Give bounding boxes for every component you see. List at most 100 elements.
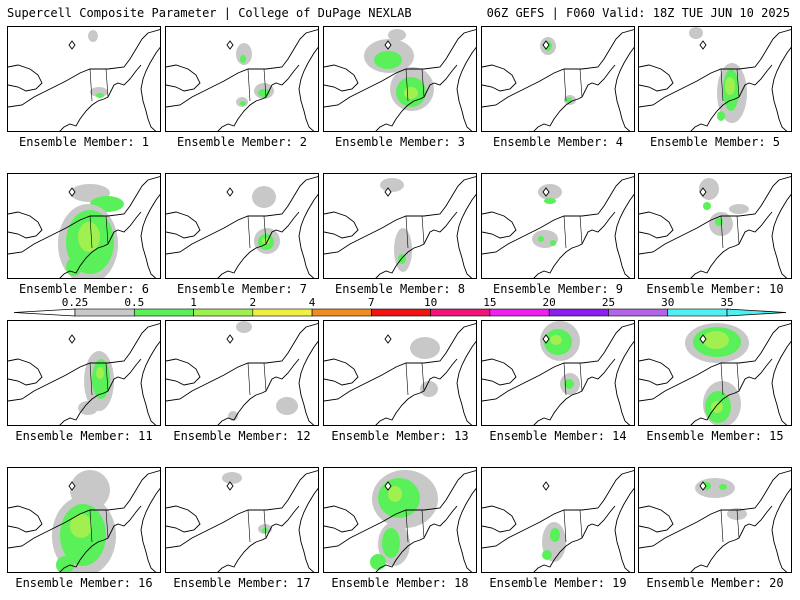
- scp-contour-low: [252, 186, 276, 208]
- colorbar-segment: [193, 308, 254, 317]
- state-line: [405, 215, 425, 249]
- colorbar-segment: [430, 308, 491, 317]
- coastline: [614, 46, 634, 131]
- map-canvas: [8, 29, 160, 131]
- great-lakes-outline: [639, 505, 674, 533]
- great-lakes-outline: [482, 64, 517, 92]
- state-line: [563, 215, 583, 249]
- border-line: [482, 29, 634, 108]
- scp-contour-low: [689, 27, 703, 39]
- ensemble-member-label: Ensemble Member: 9: [492, 282, 624, 296]
- map-canvas: [8, 176, 160, 278]
- scp-contour-high: [78, 222, 100, 252]
- scp-contour-low: [410, 337, 440, 359]
- great-lakes-outline: [166, 358, 201, 386]
- location-marker-icon: [68, 334, 76, 344]
- border-line: [639, 29, 791, 108]
- coastline: [298, 193, 318, 278]
- state-line: [405, 509, 425, 543]
- state-line: [89, 509, 109, 543]
- great-lakes-outline: [324, 358, 359, 386]
- map-panel: [323, 320, 477, 426]
- map-panel: [165, 467, 319, 573]
- state-line: [405, 362, 425, 396]
- coastline: [533, 358, 616, 425]
- state-line: [405, 68, 425, 102]
- border-line: [324, 29, 476, 108]
- scp-contour-high: [96, 367, 104, 379]
- coastline: [59, 211, 142, 278]
- border-line: [482, 323, 634, 402]
- great-lakes-outline: [639, 358, 674, 386]
- ensemble-member-label: Ensemble Member: 20: [646, 576, 784, 590]
- coastline: [298, 46, 318, 131]
- map-panel: [481, 26, 635, 132]
- colorbar-segment: [311, 308, 372, 317]
- border-line: [8, 323, 160, 402]
- map-panel: [165, 320, 319, 426]
- location-marker-icon: [384, 481, 392, 491]
- colorbar-segment: [667, 308, 728, 317]
- run-valid-time: 06Z GEFS | F060 Valid: 18Z TUE JUN 10 20…: [486, 6, 790, 20]
- great-lakes-outline: [482, 505, 517, 533]
- border-line: [639, 176, 791, 255]
- state-line: [89, 68, 109, 102]
- map-panel: [323, 26, 477, 132]
- colorbar-segment: [548, 308, 609, 317]
- border-line: [324, 176, 476, 255]
- scp-contour-low: [78, 401, 98, 415]
- great-lakes-outline: [639, 64, 674, 92]
- scp-contour-high: [703, 202, 711, 210]
- coastline: [690, 358, 773, 425]
- great-lakes-outline: [639, 211, 674, 239]
- ensemble-member-label: Ensemble Member: 1: [18, 135, 150, 149]
- map-panel: [7, 320, 161, 426]
- location-marker-icon: [68, 40, 76, 50]
- great-lakes-outline: [324, 211, 359, 239]
- state-line: [247, 362, 267, 396]
- scp-contour-high: [56, 556, 74, 572]
- map-canvas: [482, 321, 634, 425]
- coastline: [375, 505, 458, 572]
- map-panel: [481, 467, 635, 573]
- coastline: [217, 358, 300, 425]
- scp-contour-high: [370, 554, 386, 570]
- ensemble-member-label: Ensemble Member: 2: [176, 135, 308, 149]
- border-line: [166, 470, 318, 549]
- border-line: [8, 470, 160, 549]
- border-line: [8, 29, 160, 108]
- coastline: [614, 340, 634, 425]
- coastline: [456, 487, 476, 572]
- colorbar-level-label: 0.5: [124, 296, 145, 309]
- scp-contour-low: [222, 472, 242, 484]
- scp-contour-high: [388, 486, 402, 502]
- colorbar-level-label: 30: [661, 296, 675, 309]
- scp-contour-high: [719, 484, 727, 490]
- border-line: [166, 176, 318, 255]
- map-panel: [323, 173, 477, 279]
- great-lakes-outline: [8, 358, 43, 386]
- coastline: [217, 64, 300, 131]
- scp-contour-high: [550, 335, 562, 345]
- scp-contour-low: [729, 204, 749, 214]
- location-marker-icon: [699, 481, 707, 491]
- scp-contour-low: [380, 178, 404, 192]
- border-line: [8, 176, 160, 255]
- colorbar-segment: [371, 308, 431, 317]
- scp-contour-high: [564, 379, 574, 389]
- map-panel: [165, 173, 319, 279]
- location-marker-icon: [384, 187, 392, 197]
- map-canvas: [324, 29, 476, 131]
- location-marker-icon: [226, 334, 234, 344]
- coastline: [298, 487, 318, 572]
- location-marker-icon: [226, 481, 234, 491]
- colorbar-level-label: 2: [249, 296, 257, 309]
- colorbar-level-label: 0.25: [61, 296, 89, 309]
- border-line: [324, 470, 476, 549]
- coastline: [771, 193, 791, 278]
- map-panel: [481, 173, 635, 279]
- ensemble-member-label: Ensemble Member: 6: [18, 282, 150, 296]
- coastline: [140, 193, 160, 278]
- state-line: [720, 215, 740, 249]
- great-lakes-outline: [8, 505, 43, 533]
